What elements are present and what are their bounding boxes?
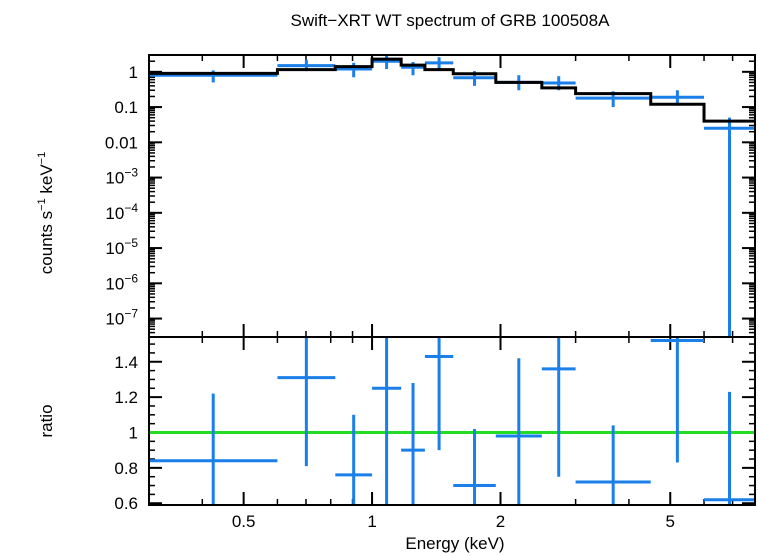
ratio-y-tick-label: 0.8 xyxy=(114,459,138,478)
spectrum-y-tick-label: 10−7 xyxy=(105,307,138,329)
ratio-y-tick-label: 1 xyxy=(129,423,138,442)
x-tick-label: 0.5 xyxy=(232,512,256,531)
ratio-panel: 0.6 0.8 1 1.2 1.4 ratio xyxy=(37,336,756,513)
ratio-y-tick-label: 1.4 xyxy=(114,353,138,372)
spectrum-data xyxy=(149,55,755,337)
spectrum-y-tick-label: 10−3 xyxy=(105,166,138,188)
x-tick-label: 1 xyxy=(367,512,376,531)
ratio-ticks xyxy=(148,337,755,505)
spectrum-y-tick-label: 1 xyxy=(129,63,138,82)
ratio-y-axis-label: ratio xyxy=(37,404,56,437)
x-tick-label: 2 xyxy=(496,512,505,531)
ratio-plot-frame xyxy=(148,336,756,506)
chart-title: Swift−XRT WT spectrum of GRB 100508A xyxy=(291,11,611,30)
spectrum-y-tick-label: 10−4 xyxy=(105,201,138,223)
spectrum-y-tick-label: 10−6 xyxy=(105,271,138,293)
ratio-y-tick-label: 1.2 xyxy=(114,388,138,407)
x-tick-labels: 0.5 1 2 5 xyxy=(232,512,675,531)
spectrum-y-tick-label: 0.01 xyxy=(105,133,138,152)
spectrum-y-tick-label: 0.1 xyxy=(114,98,138,117)
ratio-y-tick-labels: 0.6 0.8 1 1.2 1.4 xyxy=(114,353,138,513)
ratio-data xyxy=(149,337,755,505)
x-tick-label: 5 xyxy=(666,512,675,531)
model-step-line xyxy=(149,57,755,123)
spectrum-y-tick-label: 10−5 xyxy=(105,236,138,258)
spectrum-y-axis-label: counts s−1 keV−1 xyxy=(36,152,56,274)
spectrum-panel: 1 0.1 0.01 10−3 10−4 10−5 10−6 10−7 counts s−1 … xyxy=(36,54,756,338)
ratio-y-tick-label: 0.6 xyxy=(114,494,138,513)
x-axis-label: Energy (keV) xyxy=(405,534,504,553)
spectrum-y-tick-labels: 1 0.1 0.01 10−3 10−4 10−5 10−6 10−7 xyxy=(105,63,138,329)
